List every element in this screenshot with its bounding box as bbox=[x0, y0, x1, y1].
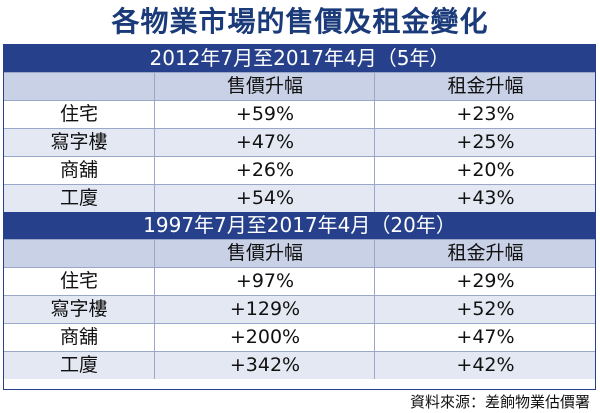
row-rent-increase: +52% bbox=[374, 296, 596, 323]
row-category: 寫字樓 bbox=[50, 298, 108, 320]
header-category bbox=[4, 73, 154, 100]
section-period-banner: 1997年7月至2017年4月（20年） bbox=[4, 212, 595, 239]
header-rent-increase: 租金升幅 bbox=[374, 73, 596, 100]
row-category: 商舖 bbox=[59, 326, 98, 348]
table-row: 寫字樓 +47% +25% bbox=[4, 128, 595, 156]
source-note: 資料來源：差餉物業估價署 bbox=[409, 393, 590, 411]
table-row: 工廈 +342% +42% bbox=[4, 351, 595, 379]
row-price-increase: +97% bbox=[154, 268, 375, 295]
section-period-banner: 2012年7月至2017年4月（5年） bbox=[4, 45, 595, 72]
column-header-row: 售價升幅 租金升幅 bbox=[4, 239, 595, 267]
page-title: 各物業市場的售價及租金變化 bbox=[111, 5, 489, 38]
row-price-increase: +59% bbox=[154, 101, 375, 128]
table-row: 工廈 +54% +43% bbox=[4, 184, 595, 212]
header-price-increase: 售價升幅 bbox=[154, 73, 375, 100]
table-row: 住宅 +97% +29% bbox=[4, 267, 595, 295]
row-category: 住宅 bbox=[59, 270, 98, 292]
table-row: 商舖 +26% +20% bbox=[4, 156, 595, 184]
row-rent-increase: +25% bbox=[374, 129, 596, 156]
row-rent-increase: +20% bbox=[374, 157, 596, 184]
row-rent-increase: +42% bbox=[374, 352, 596, 379]
row-price-increase: +47% bbox=[154, 129, 375, 156]
row-rent-increase: +23% bbox=[374, 101, 596, 128]
row-category: 住宅 bbox=[59, 103, 98, 125]
row-price-increase: +129% bbox=[154, 296, 375, 323]
row-category: 商舖 bbox=[59, 159, 98, 181]
row-category: 寫字樓 bbox=[50, 131, 108, 153]
row-price-increase: +200% bbox=[154, 324, 375, 351]
row-rent-increase: +47% bbox=[374, 324, 596, 351]
row-rent-increase: +43% bbox=[374, 185, 596, 212]
row-price-increase: +54% bbox=[154, 185, 375, 212]
header-rent-increase: 租金升幅 bbox=[374, 240, 596, 267]
table-row: 商舖 +200% +47% bbox=[4, 323, 595, 351]
row-category: 工廈 bbox=[59, 187, 98, 209]
row-price-increase: +26% bbox=[154, 157, 375, 184]
header-price-increase: 售價升幅 bbox=[154, 240, 375, 267]
row-rent-increase: +29% bbox=[374, 268, 596, 295]
header-category bbox=[4, 240, 154, 267]
table-row: 寫字樓 +129% +52% bbox=[4, 295, 595, 323]
row-price-increase: +342% bbox=[154, 352, 375, 379]
column-header-row: 售價升幅 租金升幅 bbox=[4, 72, 595, 100]
data-table: 2012年7月至2017年4月（5年） 售價升幅 租金升幅 住宅 +59% +2… bbox=[3, 44, 596, 390]
table-row: 住宅 +59% +23% bbox=[4, 100, 595, 128]
row-category: 工廈 bbox=[59, 354, 98, 376]
